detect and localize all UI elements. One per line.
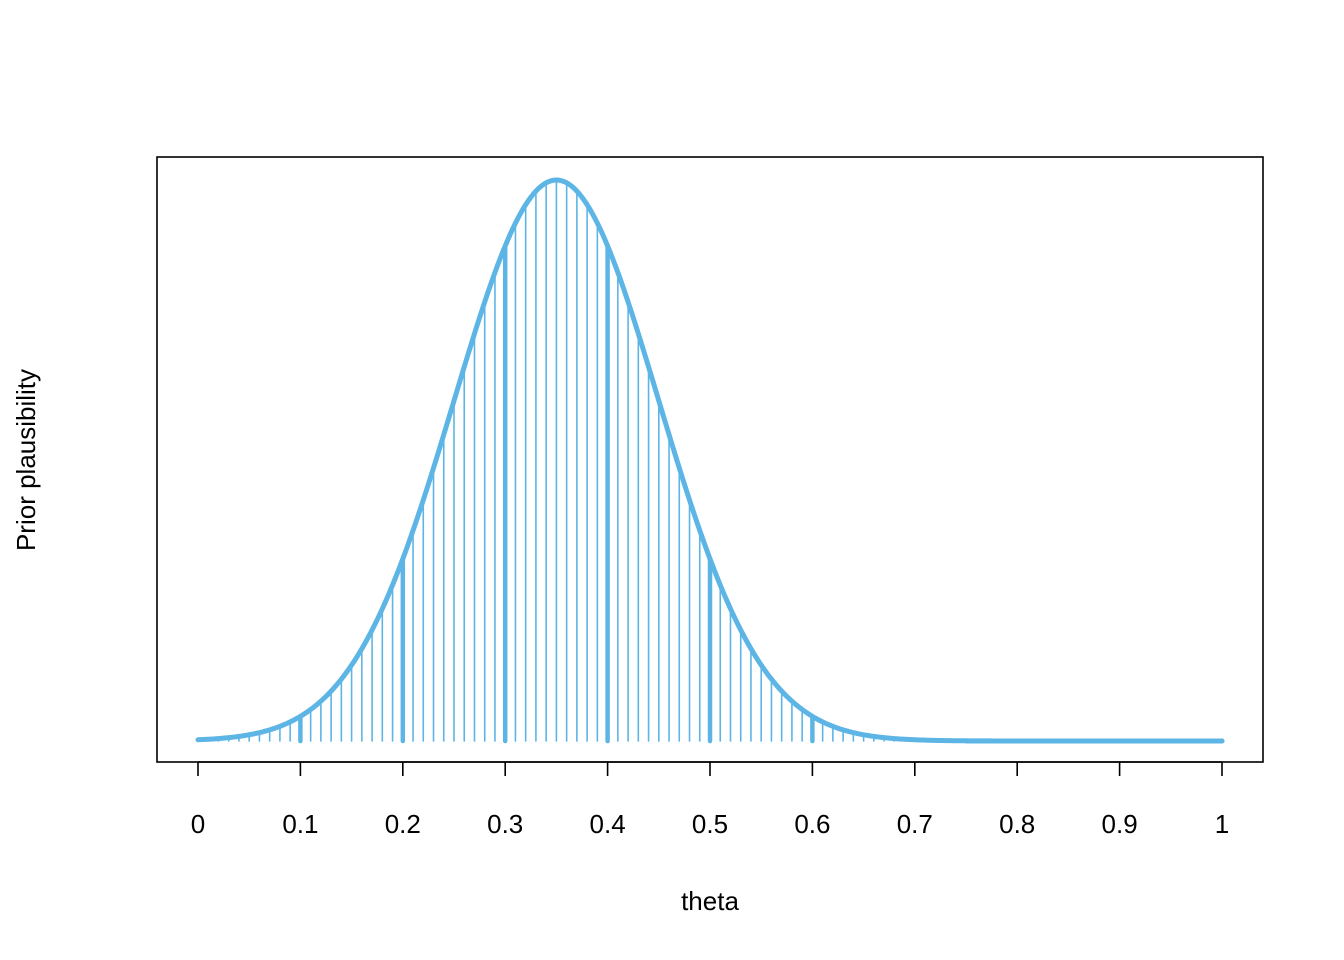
density-curve [195, 177, 1225, 744]
x-tick-label: 0.1 [282, 809, 318, 839]
x-tick-label: 0.7 [897, 809, 933, 839]
x-tick-label: 0.4 [590, 809, 626, 839]
y-axis-label: Prior plausibility [11, 369, 41, 551]
x-tick-label: 0.5 [692, 809, 728, 839]
x-tick-label: 1 [1215, 809, 1229, 839]
x-tick-label: 0.9 [1102, 809, 1138, 839]
spike-group [207, 179, 1225, 744]
x-axis-ticks: 0 0.1 0.2 0.3 0.4 0.5 0.6 0.7 0.8 0.9 1 [191, 762, 1229, 839]
x-axis-label: theta [681, 886, 739, 916]
x-tick-label: 0.3 [487, 809, 523, 839]
x-tick-label: 0.8 [999, 809, 1035, 839]
x-tick-label: 0.2 [385, 809, 421, 839]
x-tick-label: 0 [191, 809, 205, 839]
x-tick-label: 0.6 [794, 809, 830, 839]
